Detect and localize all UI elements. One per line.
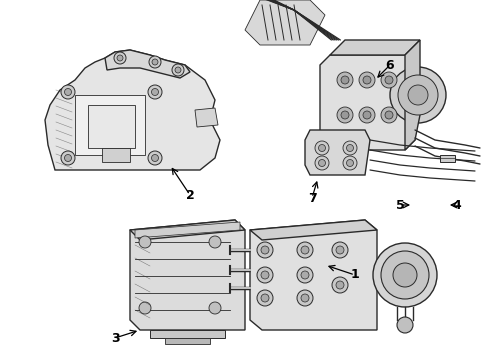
- Circle shape: [209, 236, 221, 248]
- Circle shape: [261, 271, 269, 279]
- Circle shape: [381, 251, 429, 299]
- Circle shape: [148, 85, 162, 99]
- Circle shape: [315, 141, 329, 155]
- Circle shape: [301, 246, 309, 254]
- Circle shape: [359, 72, 375, 88]
- Circle shape: [385, 111, 393, 119]
- Circle shape: [397, 317, 413, 333]
- Circle shape: [152, 59, 158, 65]
- Circle shape: [61, 151, 75, 165]
- Circle shape: [385, 76, 393, 84]
- Circle shape: [381, 107, 397, 123]
- Circle shape: [297, 290, 313, 306]
- Circle shape: [343, 156, 357, 170]
- Circle shape: [332, 277, 348, 293]
- Circle shape: [148, 151, 162, 165]
- Circle shape: [261, 246, 269, 254]
- Circle shape: [336, 281, 344, 289]
- Circle shape: [297, 267, 313, 283]
- Circle shape: [337, 72, 353, 88]
- Text: 5: 5: [395, 198, 404, 212]
- Circle shape: [257, 267, 273, 283]
- Circle shape: [359, 107, 375, 123]
- Text: 3: 3: [111, 332, 119, 345]
- Circle shape: [363, 76, 371, 84]
- Polygon shape: [305, 130, 370, 175]
- Polygon shape: [250, 220, 377, 240]
- Circle shape: [301, 294, 309, 302]
- Text: 6: 6: [386, 59, 394, 72]
- Circle shape: [346, 144, 353, 152]
- Circle shape: [65, 154, 72, 162]
- Circle shape: [341, 111, 349, 119]
- Circle shape: [398, 75, 438, 115]
- Circle shape: [257, 242, 273, 258]
- Circle shape: [318, 159, 325, 166]
- Circle shape: [393, 263, 417, 287]
- Polygon shape: [165, 338, 210, 344]
- Circle shape: [346, 159, 353, 166]
- Circle shape: [114, 52, 126, 64]
- Circle shape: [408, 85, 428, 105]
- Circle shape: [209, 302, 221, 314]
- Polygon shape: [105, 50, 190, 78]
- Circle shape: [65, 89, 72, 95]
- Circle shape: [139, 302, 151, 314]
- Circle shape: [381, 72, 397, 88]
- Polygon shape: [135, 222, 240, 238]
- Circle shape: [336, 246, 344, 254]
- Text: 7: 7: [308, 192, 317, 204]
- Polygon shape: [195, 108, 218, 127]
- Polygon shape: [405, 40, 420, 150]
- Circle shape: [61, 85, 75, 99]
- Polygon shape: [45, 50, 220, 170]
- Polygon shape: [320, 55, 415, 150]
- Circle shape: [315, 156, 329, 170]
- Text: 1: 1: [351, 269, 359, 282]
- Polygon shape: [150, 330, 225, 338]
- Circle shape: [175, 67, 181, 73]
- Polygon shape: [440, 155, 455, 162]
- Circle shape: [390, 67, 446, 123]
- Circle shape: [363, 111, 371, 119]
- Circle shape: [151, 154, 158, 162]
- Polygon shape: [250, 220, 377, 330]
- Circle shape: [172, 64, 184, 76]
- Circle shape: [117, 55, 123, 61]
- Circle shape: [149, 56, 161, 68]
- Circle shape: [297, 242, 313, 258]
- Bar: [102, 148, 130, 162]
- Circle shape: [332, 242, 348, 258]
- Circle shape: [343, 141, 357, 155]
- Circle shape: [261, 294, 269, 302]
- Polygon shape: [88, 105, 135, 148]
- Circle shape: [318, 144, 325, 152]
- Circle shape: [373, 243, 437, 307]
- Circle shape: [337, 107, 353, 123]
- Polygon shape: [245, 0, 325, 45]
- Text: 4: 4: [453, 198, 462, 212]
- Circle shape: [151, 89, 158, 95]
- Circle shape: [341, 76, 349, 84]
- Polygon shape: [75, 95, 145, 155]
- Polygon shape: [130, 220, 245, 240]
- Circle shape: [301, 271, 309, 279]
- Circle shape: [139, 236, 151, 248]
- Text: 2: 2: [186, 189, 195, 202]
- Polygon shape: [330, 40, 420, 55]
- Polygon shape: [130, 220, 245, 330]
- Circle shape: [257, 290, 273, 306]
